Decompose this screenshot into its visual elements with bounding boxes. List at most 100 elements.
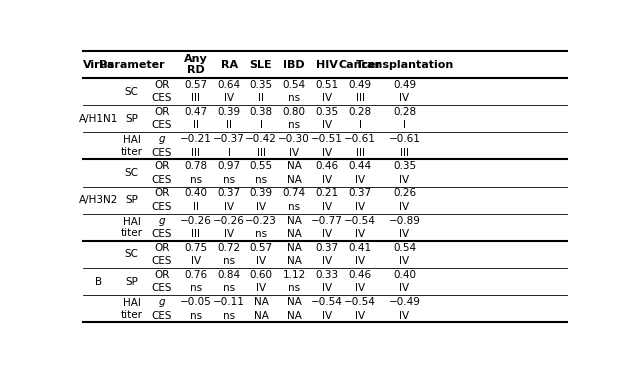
Text: ns: ns [288, 202, 300, 212]
Text: −0.23: −0.23 [245, 215, 277, 226]
Text: ns: ns [288, 93, 300, 103]
Text: g: g [158, 215, 165, 226]
Text: HAI
titer: HAI titer [121, 135, 143, 157]
Text: OR: OR [154, 243, 169, 253]
Text: III: III [356, 148, 365, 158]
Text: IV: IV [399, 229, 410, 239]
Text: g: g [158, 297, 165, 307]
Text: IV: IV [289, 148, 299, 158]
Text: −0.77: −0.77 [311, 215, 343, 226]
Text: ns: ns [190, 175, 202, 185]
Text: IV: IV [322, 256, 332, 266]
Text: Any
RD: Any RD [184, 54, 207, 75]
Text: II: II [193, 202, 198, 212]
Text: NA: NA [287, 310, 301, 321]
Text: −0.21: −0.21 [180, 134, 212, 144]
Text: IV: IV [399, 202, 410, 212]
Text: 0.28: 0.28 [349, 107, 372, 117]
Text: SC: SC [125, 250, 139, 259]
Text: NA: NA [287, 161, 301, 171]
Text: 0.51: 0.51 [315, 80, 339, 90]
Text: HAI
titer: HAI titer [121, 298, 143, 320]
Text: 0.39: 0.39 [250, 188, 273, 199]
Text: IV: IV [322, 310, 332, 321]
Text: 0.64: 0.64 [217, 80, 241, 90]
Text: 0.39: 0.39 [217, 107, 241, 117]
Text: A/H3N2: A/H3N2 [79, 195, 119, 205]
Text: SP: SP [126, 277, 138, 287]
Text: A/H1N1: A/H1N1 [79, 114, 119, 124]
Text: CES: CES [152, 202, 172, 212]
Text: 0.54: 0.54 [393, 243, 416, 253]
Text: IV: IV [322, 93, 332, 103]
Text: 0.33: 0.33 [315, 270, 339, 280]
Text: IV: IV [191, 256, 201, 266]
Text: ns: ns [288, 120, 300, 131]
Text: III: III [191, 93, 200, 103]
Text: NA: NA [287, 297, 301, 307]
Text: 0.60: 0.60 [250, 270, 273, 280]
Text: 0.75: 0.75 [184, 243, 207, 253]
Text: B: B [95, 277, 103, 287]
Text: ns: ns [255, 175, 267, 185]
Text: IV: IV [256, 256, 266, 266]
Text: Parameter: Parameter [99, 59, 165, 69]
Text: CES: CES [152, 256, 172, 266]
Text: 0.21: 0.21 [315, 188, 339, 199]
Text: OR: OR [154, 270, 169, 280]
Text: 0.37: 0.37 [217, 188, 241, 199]
Text: IV: IV [355, 202, 365, 212]
Text: CES: CES [152, 310, 172, 321]
Text: 0.76: 0.76 [184, 270, 207, 280]
Text: 1.12: 1.12 [282, 270, 306, 280]
Text: −0.37: −0.37 [213, 134, 245, 144]
Text: Virus: Virus [83, 59, 115, 69]
Text: −0.30: −0.30 [278, 134, 310, 144]
Text: 0.84: 0.84 [217, 270, 241, 280]
Text: IV: IV [224, 93, 234, 103]
Text: −0.89: −0.89 [389, 215, 420, 226]
Text: RA: RA [221, 59, 238, 69]
Text: −0.54: −0.54 [311, 297, 343, 307]
Text: OR: OR [154, 188, 169, 199]
Text: IV: IV [355, 310, 365, 321]
Text: SP: SP [126, 114, 138, 124]
Text: CES: CES [152, 229, 172, 239]
Text: I: I [259, 120, 262, 131]
Text: IV: IV [224, 229, 234, 239]
Text: NA: NA [287, 215, 301, 226]
Text: NA: NA [287, 175, 301, 185]
Text: 0.40: 0.40 [184, 188, 207, 199]
Text: 0.38: 0.38 [250, 107, 273, 117]
Text: OR: OR [154, 80, 169, 90]
Text: 0.35: 0.35 [393, 161, 416, 171]
Text: ns: ns [223, 175, 235, 185]
Text: −0.54: −0.54 [344, 215, 376, 226]
Text: CES: CES [152, 283, 172, 294]
Text: II: II [193, 120, 198, 131]
Text: NA: NA [254, 297, 268, 307]
Text: 0.46: 0.46 [315, 161, 339, 171]
Text: 0.49: 0.49 [393, 80, 416, 90]
Text: ns: ns [223, 256, 235, 266]
Text: I: I [403, 120, 406, 131]
Text: CES: CES [152, 93, 172, 103]
Text: IV: IV [355, 229, 365, 239]
Text: III: III [400, 148, 409, 158]
Text: Transplantation: Transplantation [356, 59, 454, 69]
Text: 0.44: 0.44 [349, 161, 372, 171]
Text: IV: IV [399, 283, 410, 294]
Text: SLE: SLE [250, 59, 273, 69]
Text: −0.61: −0.61 [389, 134, 420, 144]
Text: IV: IV [322, 229, 332, 239]
Text: IV: IV [224, 202, 234, 212]
Text: −0.05: −0.05 [180, 297, 212, 307]
Text: III: III [191, 148, 200, 158]
Text: NA: NA [254, 310, 268, 321]
Text: IV: IV [355, 283, 365, 294]
Text: III: III [356, 93, 365, 103]
Text: HAI
titer: HAI titer [121, 217, 143, 238]
Text: −0.61: −0.61 [344, 134, 376, 144]
Text: ns: ns [190, 283, 202, 294]
Text: ns: ns [288, 283, 300, 294]
